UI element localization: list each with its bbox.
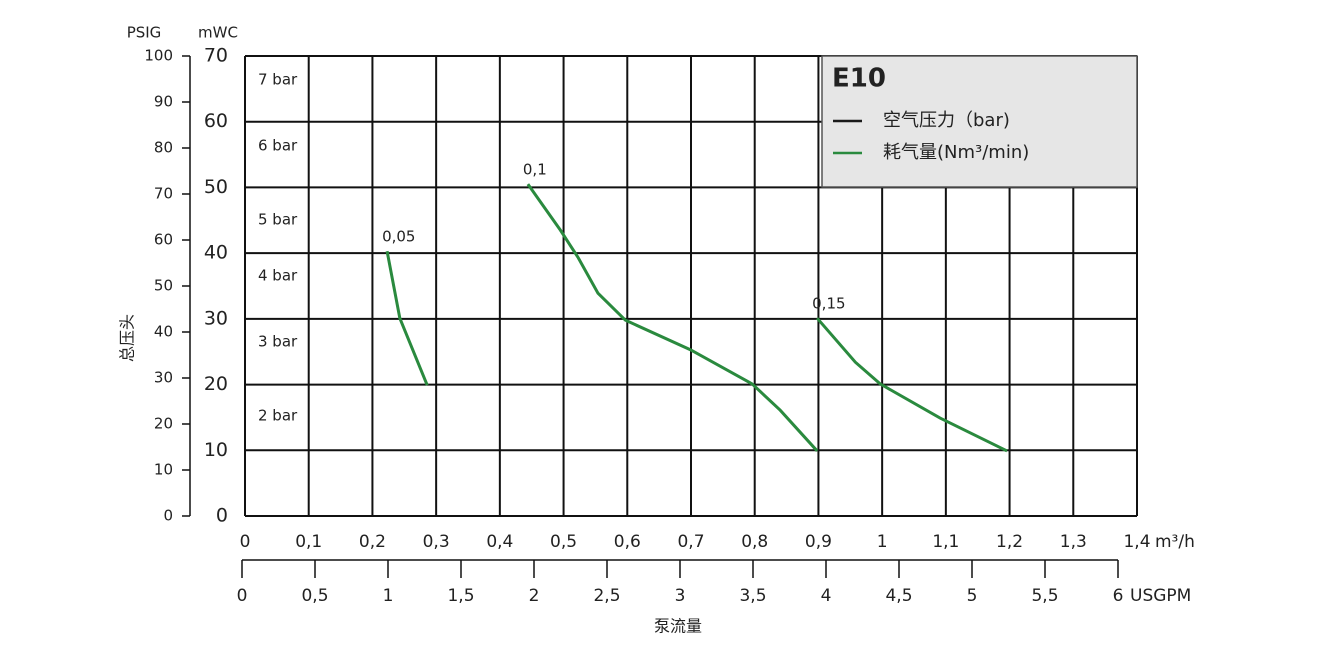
x-unit: m³/h xyxy=(1155,532,1195,552)
y2-tick-label: 30 xyxy=(154,369,173,387)
y-tick-label: 70 xyxy=(204,45,228,67)
y2-tick-label: 40 xyxy=(154,323,173,341)
pressure-label: 7 bar xyxy=(258,71,298,89)
x2-tick-label: 2,5 xyxy=(593,586,620,606)
y2-tick-label: 90 xyxy=(154,93,173,111)
x2-tick-label: 0,5 xyxy=(301,586,328,606)
y-tick-label: 30 xyxy=(204,307,228,329)
x-tick-label: 1,2 xyxy=(996,532,1023,552)
x-tick-label: 1 xyxy=(877,532,888,552)
y-axis-title: 总压头 xyxy=(118,314,137,362)
y-tick-label: 20 xyxy=(204,373,228,395)
y-tick-label: 10 xyxy=(204,439,228,461)
x-tick-label: 0,1 xyxy=(295,532,322,552)
legend: E10 空气压力（bar) 耗气量(Nm³/min) xyxy=(821,55,1138,188)
y2-axis-label: PSIG xyxy=(127,24,162,42)
x2-unit: USGPM xyxy=(1130,586,1191,606)
y2-tick-label: 60 xyxy=(154,231,173,249)
curve xyxy=(816,317,1008,453)
legend-title: E10 xyxy=(832,64,886,94)
legend-label: 空气压力（bar) xyxy=(883,110,1010,131)
curve-label: 0,15 xyxy=(812,295,845,313)
curve xyxy=(526,183,819,452)
x-tick-label: 0,2 xyxy=(359,532,386,552)
x2-tick-label: 2 xyxy=(529,586,540,606)
y2-tick-label: 0 xyxy=(163,507,173,525)
curve-label: 0,05 xyxy=(382,228,415,246)
x2-tick-label: 1,5 xyxy=(447,586,474,606)
x-tick-label: 0,7 xyxy=(677,532,704,552)
x2-tick-label: 4,5 xyxy=(885,586,912,606)
y2-tick-label: 20 xyxy=(154,415,173,433)
x-tick-label: 0,4 xyxy=(486,532,513,552)
curve xyxy=(385,250,429,386)
x2-tick-label: 1 xyxy=(383,586,394,606)
x-tick-label: 0,8 xyxy=(741,532,768,552)
x2-tick-label: 6 xyxy=(1113,586,1124,606)
y-tick-label: 0 xyxy=(216,505,228,527)
y2-tick-label: 70 xyxy=(154,185,173,203)
curve-label: 0,1 xyxy=(523,161,547,179)
x2-tick-label: 5 xyxy=(967,586,978,606)
x-tick-label: 0,3 xyxy=(423,532,450,552)
x2-tick-label: 5,5 xyxy=(1031,586,1058,606)
x-tick-label: 0,6 xyxy=(614,532,641,552)
pressure-label: 5 bar xyxy=(258,211,298,229)
x-tick-label: 0,9 xyxy=(805,532,832,552)
x2-tick-label: 4 xyxy=(821,586,832,606)
x-tick-label: 1,4 xyxy=(1123,532,1150,552)
x2-tick-label: 3,5 xyxy=(739,586,766,606)
y2-tick-label: 80 xyxy=(154,139,173,157)
y-tick-label: 60 xyxy=(204,110,228,132)
pressure-label: 3 bar xyxy=(258,333,298,351)
x2-tick-label: 0 xyxy=(237,586,248,606)
y-tick-label: 40 xyxy=(204,242,228,264)
y-axis-label: mWC xyxy=(198,24,238,42)
y2-tick-label: 50 xyxy=(154,277,173,295)
pressure-label: 2 bar xyxy=(258,407,298,425)
x-axis-title: 泵流量 xyxy=(654,617,702,636)
pressure-label: 6 bar xyxy=(258,137,298,155)
legend-label: 耗气量(Nm³/min) xyxy=(883,142,1029,163)
x-tick-label: 0,5 xyxy=(550,532,577,552)
pressure-label: 4 bar xyxy=(258,267,298,285)
x2-tick-label: 3 xyxy=(675,586,686,606)
legend-box xyxy=(821,55,1138,188)
x-tick-label: 1,1 xyxy=(932,532,959,552)
y2-tick-label: 10 xyxy=(154,461,173,479)
y2-tick-label: 100 xyxy=(144,47,173,65)
x-tick-label: 1,3 xyxy=(1060,532,1087,552)
x-tick-label: 0 xyxy=(240,532,251,552)
y-tick-label: 50 xyxy=(204,176,228,198)
